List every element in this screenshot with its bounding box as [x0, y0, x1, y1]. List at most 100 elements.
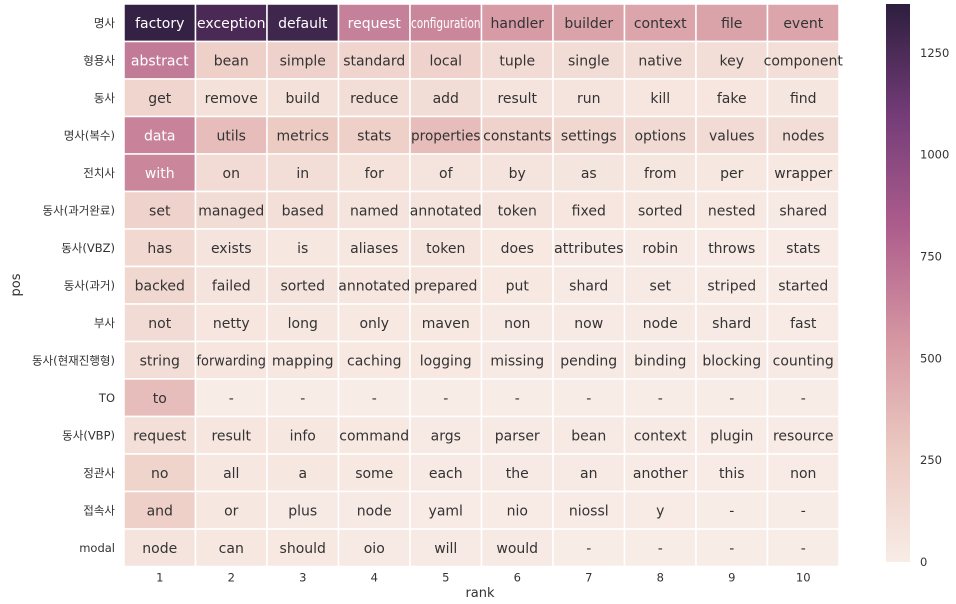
heatmap-cell: [552, 115, 626, 155]
cell-label: -: [300, 391, 305, 407]
heatmap-cell: [480, 265, 554, 305]
cell-label: y: [656, 503, 664, 519]
cell-label: set: [650, 278, 672, 294]
cell-label: -: [229, 391, 234, 407]
heatmap-cell: [766, 265, 840, 305]
cell-label: -: [443, 391, 448, 407]
cell-label: pending: [560, 353, 617, 369]
colorbar: [886, 4, 910, 562]
cell-label: fast: [790, 316, 817, 332]
heatmap-cell: [480, 453, 554, 493]
y-tick-label: 동사: [94, 91, 116, 105]
cell-label: context: [634, 16, 687, 32]
cell-label: not: [148, 316, 171, 332]
heatmap-cell: [695, 153, 769, 193]
cell-label: get: [148, 91, 172, 107]
colorbar-tick-label: 0: [920, 555, 927, 569]
cell-label: default: [278, 16, 328, 32]
cell-label: per: [720, 166, 744, 182]
cell-label: has: [147, 241, 172, 257]
cell-label: robin: [642, 241, 678, 257]
cell-label: counting: [773, 353, 834, 369]
x-tick-label: 2: [228, 571, 235, 585]
x-tick-label: 8: [657, 571, 664, 585]
heatmap-cell: [409, 378, 483, 418]
cell-label: node: [643, 316, 678, 332]
heatmap-cell: [766, 340, 840, 380]
heatmap-cell: [552, 453, 626, 493]
x-tick-label: 4: [371, 571, 378, 585]
cell-label: based: [282, 203, 324, 219]
heatmap-cell: [552, 228, 626, 268]
cell-label: plugin: [710, 428, 753, 444]
cell-label: -: [586, 391, 591, 407]
x-tick-label: 5: [442, 571, 449, 585]
cell-label: result: [497, 91, 537, 107]
cell-label: standard: [343, 53, 405, 69]
colorbar-tick-label: 500: [920, 351, 942, 365]
heatmap-cell: [194, 3, 268, 43]
heatmap-cell: [623, 3, 697, 43]
heatmap-cell: [695, 528, 769, 568]
heatmap-cell: [194, 490, 268, 530]
cell-label: run: [577, 91, 601, 107]
cell-label: bean: [571, 428, 606, 444]
cell-label: some: [355, 466, 393, 482]
heatmap-cell: [194, 40, 268, 80]
heatmap-cell: [695, 78, 769, 118]
cell-label: on: [223, 166, 240, 182]
heatmap-cell: [266, 453, 340, 493]
y-tick-label: 부사: [94, 316, 116, 330]
heatmap-cell: [194, 415, 268, 455]
cell-label: settings: [561, 128, 617, 144]
cell-label: by: [509, 166, 526, 182]
cell-label: utils: [217, 128, 246, 144]
y-axis-label: pos: [9, 273, 24, 296]
cell-label: remove: [205, 91, 258, 107]
heatmap-cell: [409, 528, 483, 568]
heatmap-cell: [337, 265, 411, 305]
cell-label: throws: [708, 241, 755, 257]
cell-label: stats: [786, 241, 820, 257]
x-tick-label: 1: [156, 571, 163, 585]
cell-label: does: [501, 241, 534, 257]
cell-label: no: [151, 466, 168, 482]
heatmap-cell: [480, 40, 554, 80]
heatmap-cell: [480, 340, 554, 380]
cell-label: shared: [779, 203, 827, 219]
heatmap-cell: [480, 190, 554, 230]
y-tick-label: TO: [98, 391, 115, 405]
heatmap-cell: [480, 115, 554, 155]
heatmap-cell: [337, 378, 411, 418]
cell-label: in: [296, 166, 309, 182]
cell-label: context: [634, 428, 687, 444]
x-tick-label: 9: [728, 571, 735, 585]
cell-label: exists: [211, 241, 252, 257]
heatmap-cell: [337, 490, 411, 530]
cell-label: node: [357, 503, 392, 519]
cell-label: constants: [483, 128, 551, 144]
cell-label: and: [147, 503, 173, 519]
cell-label: token: [426, 241, 465, 257]
cell-label: shard: [569, 278, 608, 294]
heatmap-cell: [766, 153, 840, 193]
cell-label: named: [350, 203, 399, 219]
cell-label: each: [429, 466, 463, 482]
cell-label: handler: [491, 16, 545, 32]
heatmap-cell: [766, 528, 840, 568]
cell-label: -: [729, 391, 734, 407]
cell-label: now: [574, 316, 603, 332]
cell-label: started: [778, 278, 828, 294]
heatmap-cell: [695, 228, 769, 268]
y-tick-label: 전치사: [83, 166, 115, 180]
y-tick-label: modal: [79, 541, 115, 555]
heatmap-cell: [194, 265, 268, 305]
cell-label: binding: [634, 353, 686, 369]
cell-label: all: [223, 466, 239, 482]
heatmap-cell: [409, 415, 483, 455]
cell-label: kill: [650, 91, 670, 107]
heatmap-cell: [409, 265, 483, 305]
x-tick-label: 10: [796, 571, 811, 585]
heatmap-cell: [552, 528, 626, 568]
cell-label: annotated: [338, 278, 410, 294]
